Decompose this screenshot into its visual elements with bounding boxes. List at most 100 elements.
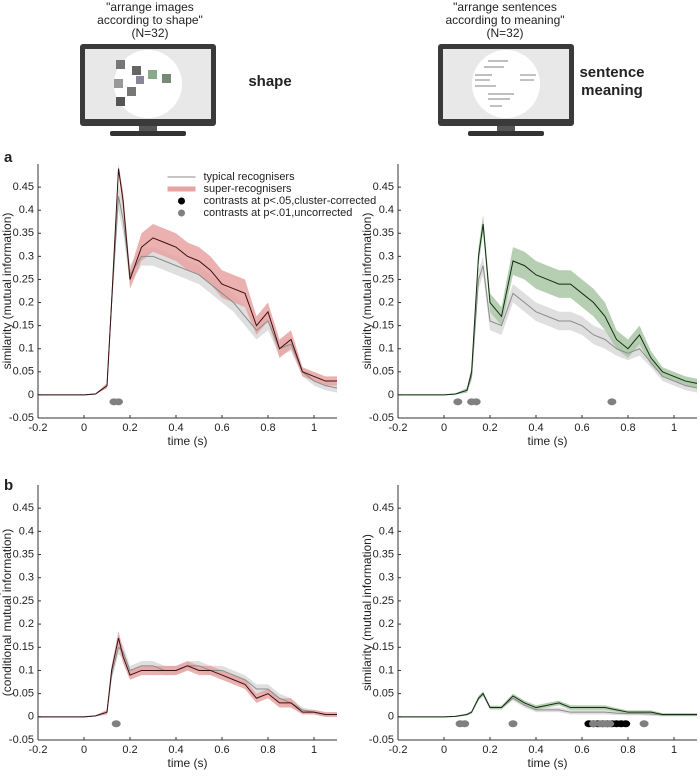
y-tick-label: 0.25: [373, 273, 394, 285]
y-tick-label: -0.05: [9, 734, 34, 746]
x-axis-label: time (s): [168, 756, 208, 770]
x-tick-label: 0.2: [122, 744, 137, 756]
significance-dot: [114, 398, 123, 406]
y-tick-label: 0.05: [373, 688, 394, 700]
x-tick-label: 0.8: [260, 744, 275, 756]
x-tick-label: 1: [671, 422, 677, 434]
series-line: [38, 168, 337, 396]
y-axis-label: similarity (mutual information): [360, 534, 374, 691]
y-tick-label: 0.4: [379, 204, 394, 216]
series-line: [38, 196, 338, 396]
y-axis-label: similarity (mutual information): [360, 213, 374, 370]
y-tick-label: 0.45: [373, 181, 394, 193]
x-tick-label: 0: [81, 422, 87, 434]
x-tick-label: 1: [671, 744, 677, 756]
condition-label: shape: [248, 73, 291, 90]
y-tick-label: 0.2: [19, 296, 34, 308]
y-tick-label: 0.25: [13, 273, 34, 285]
x-tick-label: 0.6: [214, 422, 229, 434]
panel-label: b: [4, 477, 13, 494]
y-tick-label: -0.05: [9, 412, 34, 424]
y-tick-label: 0.1: [379, 343, 394, 355]
y-tick-label: 0.25: [373, 595, 394, 607]
x-tick-label: 0.8: [620, 422, 635, 434]
significance-dot: [508, 720, 518, 728]
y-tick-label: 0: [388, 389, 394, 401]
y-tick-label: -0.05: [369, 734, 394, 746]
error-band: [398, 691, 697, 717]
series-line: [398, 692, 697, 718]
x-tick-label: 0.4: [168, 422, 183, 434]
x-tick-label: -0.2: [389, 422, 408, 434]
task-text: (N=32): [486, 26, 523, 40]
x-tick-label: 0: [441, 744, 447, 756]
legend-label: contrasts at p<.01,uncorrected: [204, 207, 353, 219]
significance-dot: [471, 398, 481, 406]
y-tick-label: 0.05: [373, 366, 394, 378]
x-tick-label: 1: [311, 744, 317, 756]
x-axis-label: time (s): [528, 434, 568, 448]
legend-dot: [178, 197, 185, 205]
task-text: "arrange images: [106, 0, 194, 14]
x-tick-label: 0: [441, 422, 447, 434]
error-band: [38, 164, 337, 395]
monitor-right: [438, 44, 574, 136]
error-band: [38, 640, 337, 717]
task-text: according to shape": [97, 13, 203, 27]
legend-label: super-recognisers: [204, 183, 293, 195]
y-tick-label: 0.3: [379, 572, 394, 584]
y-tick-label: 0.35: [373, 227, 394, 239]
y-tick-label: 0.15: [13, 320, 34, 332]
x-tick-label: 0.4: [168, 744, 183, 756]
condition-label: meaning: [581, 82, 643, 99]
significance-dot: [621, 720, 631, 728]
y-tick-label: 0.15: [373, 320, 394, 332]
significance-dot: [589, 720, 598, 728]
significance-dot: [453, 398, 463, 406]
x-tick-label: 0.2: [482, 422, 497, 434]
x-tick-label: 0.6: [574, 744, 589, 756]
y-tick-label: 0.35: [373, 548, 394, 560]
y-tick-label: 0.4: [379, 525, 394, 537]
x-tick-label: 0.6: [574, 422, 589, 434]
y-tick-label: 0.35: [13, 227, 34, 239]
x-tick-label: 0.4: [528, 422, 543, 434]
y-tick-label: -0.05: [369, 412, 394, 424]
x-tick-label: 0.8: [620, 744, 635, 756]
legend-dot: [178, 209, 185, 217]
y-tick-label: 0.15: [373, 641, 394, 653]
y-tick-label: 0: [28, 389, 34, 401]
y-tick-label: 0.2: [19, 618, 34, 630]
x-axis-label: time (s): [168, 434, 208, 448]
panel-label: a: [4, 149, 13, 166]
y-axis-label: (conditional mutual information): [0, 529, 14, 696]
y-tick-label: 0.35: [13, 548, 34, 560]
y-tick-label: 0: [388, 711, 394, 723]
x-tick-label: 0.4: [528, 744, 543, 756]
x-tick-label: 0.2: [482, 744, 497, 756]
y-axis-label: similarity: [0, 589, 1, 636]
legend-label: typical recognisers: [204, 171, 296, 183]
y-tick-label: 0.05: [13, 366, 34, 378]
y-tick-label: 0.2: [379, 618, 394, 630]
y-tick-label: 0.4: [19, 525, 34, 537]
task-text: (N=32): [131, 26, 168, 40]
y-tick-label: 0.4: [19, 204, 34, 216]
task-text: according to meaning": [446, 13, 565, 27]
x-axis-label: time (s): [528, 756, 568, 770]
legend-label: contrasts at p<.05,cluster-corrected: [204, 195, 377, 207]
y-axis-label: similarity (mutual information): [0, 213, 14, 370]
task-text: "arrange sentences: [453, 0, 557, 14]
y-tick-label: 0.45: [13, 181, 34, 193]
significance-dot: [111, 720, 121, 728]
y-tick-label: 0.05: [13, 688, 34, 700]
x-tick-label: -0.2: [389, 744, 408, 756]
y-tick-label: 0.3: [379, 250, 394, 262]
y-tick-label: 0.3: [19, 572, 34, 584]
y-tick-label: 0.25: [13, 595, 34, 607]
x-tick-label: 0.2: [122, 422, 137, 434]
y-tick-label: 0.1: [379, 664, 394, 676]
error-band: [38, 631, 337, 717]
monitor-left: [80, 44, 216, 136]
